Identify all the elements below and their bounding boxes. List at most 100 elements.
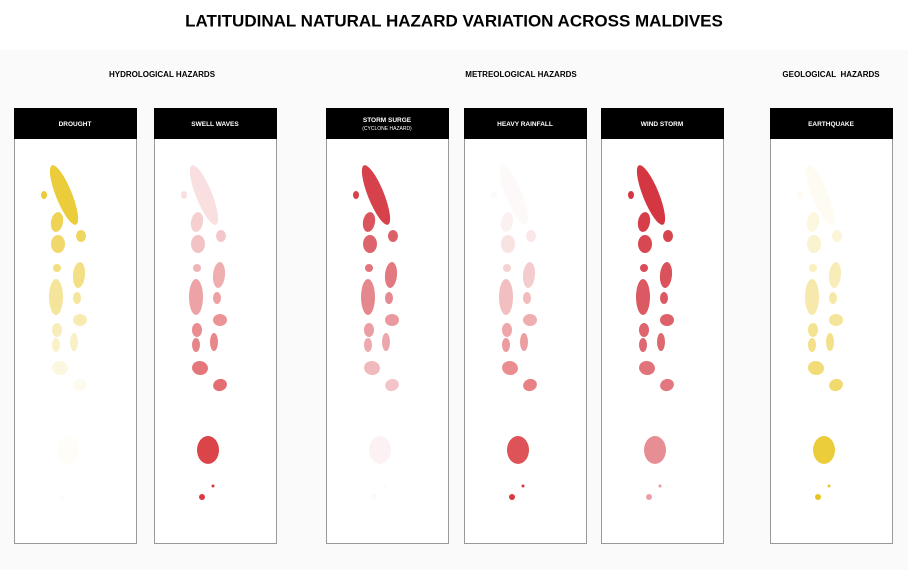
atoll: [213, 292, 221, 304]
atoll: [192, 360, 208, 376]
atoll: [192, 338, 200, 352]
atoll: [501, 235, 515, 253]
atoll: [828, 262, 842, 288]
atoll: [805, 279, 819, 315]
atoll: [808, 360, 824, 376]
atoll: [502, 323, 512, 337]
panel-frame: [770, 108, 893, 544]
atoll: [363, 235, 377, 253]
atoll: [660, 292, 668, 304]
panel-sublabel: (CYCLONE HAZARD): [362, 126, 412, 132]
atoll: [210, 333, 218, 351]
atoll: [353, 191, 359, 199]
atoll: [365, 264, 373, 272]
atoll: [826, 333, 834, 351]
atoll: [808, 338, 816, 352]
panel-label: WIND STORM: [641, 121, 684, 128]
atoll: [813, 436, 835, 464]
atoll: [660, 378, 674, 392]
panel-header: [770, 108, 893, 139]
atoll: [193, 264, 201, 272]
atoll: [189, 279, 203, 315]
atoll: [213, 314, 227, 326]
atoll: [53, 264, 61, 272]
atoll: [72, 262, 86, 288]
panel: STORM SURGE (CYCLONE HAZARD): [326, 108, 449, 544]
atoll: [509, 494, 515, 500]
title: LATITUDINAL NATURAL HAZARD VARIATION ACR…: [185, 11, 723, 30]
atoll: [832, 230, 842, 242]
atoll: [216, 230, 226, 242]
atoll: [364, 323, 374, 337]
atoll: [52, 323, 62, 337]
panel-label: SWELL WAVES: [191, 121, 239, 128]
panel-header: [464, 108, 587, 139]
panel: EARTHQUAKE: [770, 108, 893, 544]
group-label: GEOLOGICAL HAZARDS: [782, 70, 880, 79]
group-label: METREOLOGICAL HAZARDS: [465, 70, 577, 79]
atoll: [73, 292, 81, 304]
atoll: [197, 436, 219, 464]
atoll: [70, 333, 78, 351]
atoll: [491, 191, 497, 199]
atoll: [659, 262, 673, 288]
atoll: [829, 314, 843, 326]
atoll: [646, 494, 652, 500]
atoll: [640, 264, 648, 272]
atoll: [189, 165, 219, 225]
atoll: [192, 323, 202, 337]
panel-header: [601, 108, 724, 139]
atoll: [658, 484, 662, 488]
atoll: [190, 212, 204, 232]
atoll: [369, 436, 391, 464]
atoll: [827, 484, 831, 488]
atoll: [809, 264, 817, 272]
panel: DROUGHT: [14, 108, 137, 544]
atoll: [500, 212, 514, 232]
atoll: [639, 338, 647, 352]
atoll: [523, 314, 537, 326]
atoll: [829, 378, 843, 392]
panel-frame: [326, 108, 449, 544]
atoll: [805, 165, 835, 225]
atoll: [829, 292, 837, 304]
atoll: [59, 494, 65, 500]
panel-label: DROUGHT: [59, 121, 92, 128]
atoll: [181, 191, 187, 199]
atoll: [502, 338, 510, 352]
atoll: [41, 191, 47, 199]
atoll: [636, 279, 650, 315]
atoll: [51, 235, 65, 253]
atoll: [657, 333, 665, 351]
panel-header: [326, 108, 449, 139]
panel-label: EARTHQUAKE: [808, 121, 855, 128]
panel: SWELL WAVES: [154, 108, 277, 544]
atoll: [522, 262, 536, 288]
atoll: [660, 314, 674, 326]
atoll: [807, 235, 821, 253]
atoll: [199, 494, 205, 500]
atoll: [73, 314, 87, 326]
atoll: [385, 378, 399, 392]
atoll: [797, 191, 803, 199]
panel: WIND STORM: [601, 108, 724, 544]
atoll: [808, 323, 818, 337]
atoll: [385, 292, 393, 304]
atoll: [499, 279, 513, 315]
atoll: [526, 230, 536, 242]
atoll: [523, 378, 537, 392]
panel-frame: [464, 108, 587, 544]
atoll: [663, 230, 673, 242]
atoll: [644, 436, 666, 464]
atoll: [520, 333, 528, 351]
atoll: [212, 262, 226, 288]
atoll: [636, 165, 666, 225]
atoll: [507, 436, 529, 464]
atoll: [49, 165, 79, 225]
atoll: [503, 264, 511, 272]
atoll: [806, 212, 820, 232]
atoll: [523, 292, 531, 304]
panel-label: STORM SURGE: [363, 117, 412, 124]
atoll: [73, 378, 87, 392]
panel-frame: [154, 108, 277, 544]
